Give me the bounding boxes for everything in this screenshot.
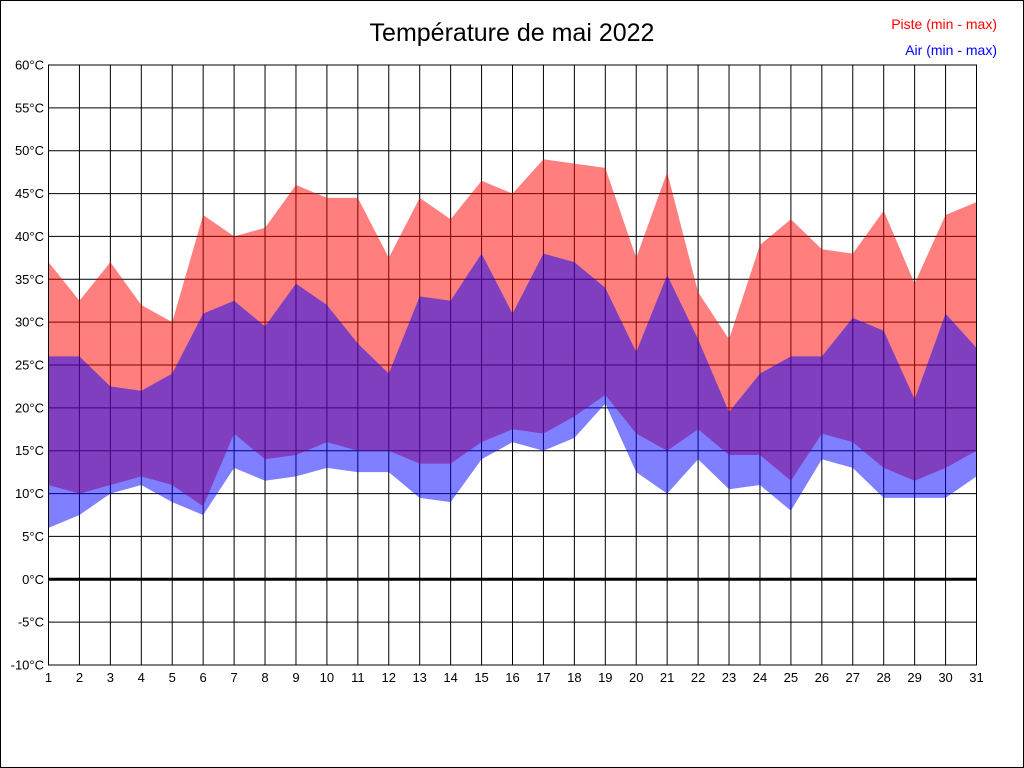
y-axis-label: 15°C <box>15 443 44 458</box>
chart-title: Température de mai 2022 <box>369 19 655 47</box>
x-axis-label: 15 <box>474 670 488 685</box>
x-axis: 1 2 3 4 5 6 7 8 9 10 11 12 13 14 15 16 17 18 19 20 21 22 23 24 2… <box>45 670 984 685</box>
x-axis-label: 5 <box>169 670 176 685</box>
x-axis-label: 1 <box>45 670 52 685</box>
y-axis-label: 10°C <box>15 486 44 501</box>
y-axis-label: 40°C <box>15 229 44 244</box>
x-axis-label: 11 <box>351 670 365 685</box>
x-axis-label: 14 <box>443 670 457 685</box>
y-axis-label: 60°C <box>15 58 44 73</box>
x-axis-label: 21 <box>660 670 674 685</box>
x-axis-label: 18 <box>567 670 581 685</box>
x-axis-label: 20 <box>629 670 643 685</box>
x-axis-label: 17 <box>536 670 550 685</box>
x-axis-label: 30 <box>938 670 952 685</box>
x-axis-label: 22 <box>691 670 705 685</box>
y-axis-label: 55°C <box>15 100 44 115</box>
y-axis-label: 50°C <box>15 143 44 158</box>
air-band-area <box>48 253 977 528</box>
x-axis-label: 26 <box>815 670 829 685</box>
x-axis-label: 31 <box>969 670 983 685</box>
y-axis-label: 30°C <box>15 315 44 330</box>
y-axis: 60°C 55°C 50°C 45°C 40°C 35°C 30°C 25°C 20°C 15°C… <box>11 58 44 673</box>
y-axis-label: 45°C <box>15 186 44 201</box>
legend: Piste (min - max) Air (min - max) <box>891 11 997 63</box>
x-axis-label: 27 <box>846 670 860 685</box>
legend-piste-label: Piste (min - max) <box>891 16 997 32</box>
y-axis-label: -10°C <box>11 658 44 673</box>
x-axis-label: 8 <box>261 670 268 685</box>
x-axis-label: 29 <box>907 670 921 685</box>
x-axis-label: 10 <box>320 670 334 685</box>
y-axis-label: 20°C <box>15 400 44 415</box>
y-axis-label: 5°C <box>22 529 44 544</box>
y-axis-label: 35°C <box>15 272 44 287</box>
y-axis-label: 25°C <box>15 358 44 373</box>
x-axis-label: 25 <box>784 670 798 685</box>
x-axis-label: 6 <box>200 670 207 685</box>
x-axis-label: 16 <box>505 670 519 685</box>
y-axis-label: -5°C <box>18 615 44 630</box>
x-axis-label: 2 <box>76 670 83 685</box>
x-axis-label: 12 <box>382 670 396 685</box>
y-axis-label: 0°C <box>22 572 44 587</box>
x-axis-label: 28 <box>876 670 890 685</box>
plot-border <box>48 64 977 666</box>
x-axis-label: 7 <box>230 670 237 685</box>
x-axis-label: 24 <box>753 670 767 685</box>
x-axis-label: 23 <box>722 670 736 685</box>
x-axis-label: 19 <box>598 670 612 685</box>
x-axis-label: 4 <box>138 670 145 685</box>
legend-air-label: Air (min - max) <box>905 42 997 58</box>
x-axis-label: 9 <box>292 670 299 685</box>
x-axis-label: 13 <box>412 670 426 685</box>
x-axis-label: 3 <box>107 670 114 685</box>
